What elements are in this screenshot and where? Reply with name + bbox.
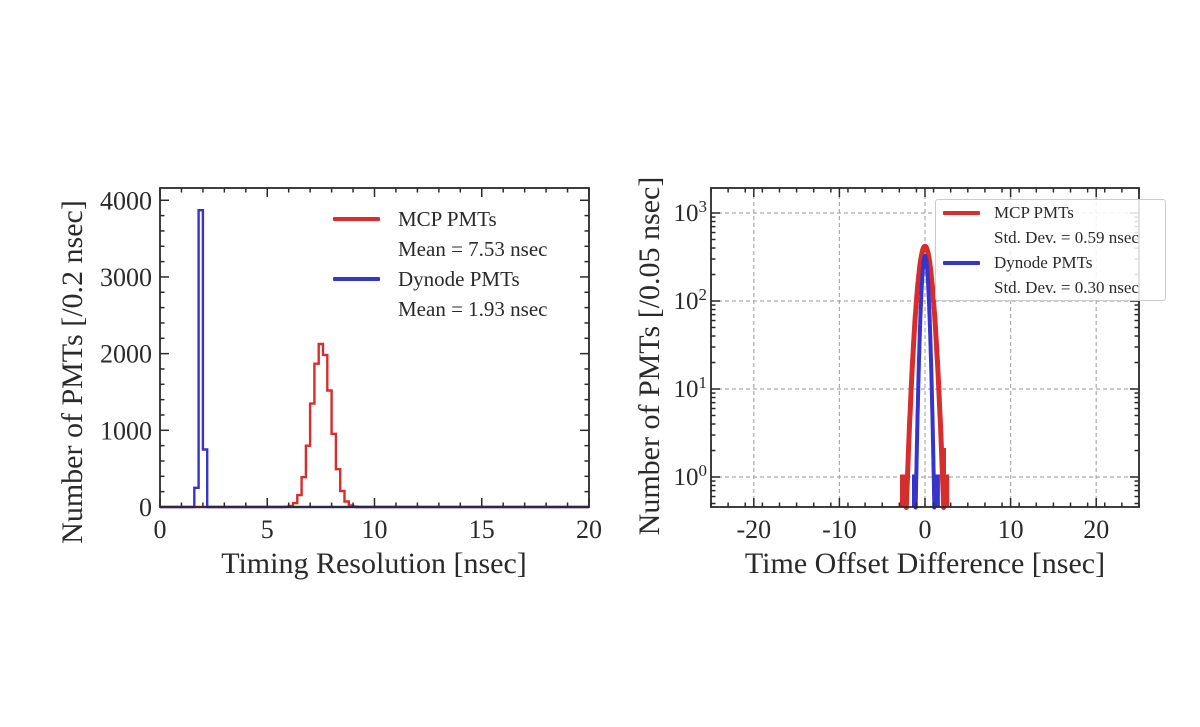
legend-row-mcp: MCP PMTs	[936, 200, 1165, 225]
legend-row-dynode-mean: Mean = 1.93 nsec	[398, 294, 547, 324]
legend-row-mcp-mean: Mean = 7.53 nsec	[398, 234, 547, 264]
legend-annotation-mcp-mean: Mean = 7.53 nsec	[398, 236, 548, 261]
legend-annotation-dynode-stddev: Std. Dev. = 0.30 nsec	[994, 277, 1139, 297]
svg-text:100: 100	[674, 461, 708, 491]
svg-text:20: 20	[576, 515, 602, 544]
legend-label-mcp: MCP PMTs	[398, 206, 497, 231]
legend-swatch-mcp-red	[333, 217, 380, 221]
svg-text:3000: 3000	[100, 263, 152, 292]
x-axis-label-timing: Timing Resolution [nsec]	[221, 547, 527, 580]
svg-text:102: 102	[674, 285, 708, 315]
svg-text:101: 101	[674, 373, 708, 403]
svg-text:10: 10	[362, 515, 388, 544]
legend-label-dynode: Dynode PMTs	[398, 266, 520, 291]
svg-text:1000: 1000	[100, 416, 152, 445]
svg-text:-20: -20	[736, 515, 771, 544]
svg-text:15: 15	[469, 515, 495, 544]
legend-annotation-mcp-stddev: Std. Dev. = 0.59 nsec	[994, 227, 1139, 247]
svg-text:2000: 2000	[100, 340, 152, 369]
legend-swatch-dynode-blue	[333, 277, 380, 281]
legend-swatch-mcp-red	[943, 210, 980, 215]
legend-label-dynode: Dynode PMTs	[994, 252, 1093, 272]
legend-annotation-dynode-mean: Mean = 1.93 nsec	[398, 296, 548, 321]
svg-text:0: 0	[139, 493, 152, 522]
y-axis-label-timing: Number of PMTs [/0.2 nsec]	[56, 200, 89, 544]
legend-row-mcp: MCP PMTs	[333, 204, 547, 234]
svg-text:10: 10	[998, 515, 1024, 544]
legend-timing: MCP PMTs Mean = 7.53 nsec Dynode PMTs Me…	[333, 204, 547, 324]
svg-text:5: 5	[261, 515, 274, 544]
svg-text:0: 0	[154, 515, 167, 544]
y-axis-label-offset: Number of PMTs [/0.05 nsec]	[633, 176, 666, 536]
legend-row-dynode: Dynode PMTs	[936, 250, 1165, 275]
x-axis-label-offset: Time Offset Difference [nsec]	[744, 547, 1106, 580]
legend-row-dynode-stddev: Std. Dev. = 0.30 nsec	[994, 275, 1165, 300]
svg-text:-10: -10	[822, 515, 857, 544]
legend-swatch-dynode-blue	[943, 260, 980, 265]
svg-text:0: 0	[919, 515, 932, 544]
legend-row-dynode: Dynode PMTs	[333, 264, 547, 294]
legend-label-mcp: MCP PMTs	[994, 202, 1074, 222]
svg-text:4000: 4000	[100, 186, 152, 215]
svg-text:103: 103	[674, 197, 708, 227]
legend-row-mcp-stddev: Std. Dev. = 0.59 nsec	[994, 225, 1165, 250]
svg-text:20: 20	[1083, 515, 1109, 544]
legend-offset: MCP PMTs Std. Dev. = 0.59 nsec Dynode PM…	[935, 199, 1166, 301]
